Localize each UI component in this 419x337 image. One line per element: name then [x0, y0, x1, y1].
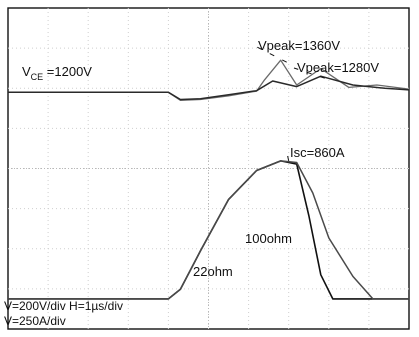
- vce-subscript: CE: [31, 72, 44, 82]
- vce-symbol: V: [22, 64, 31, 79]
- scale-readout-line-1: V=200V/div H=1µs/div: [4, 299, 123, 313]
- isc-label: Isc=860A: [290, 145, 345, 160]
- label-100ohm: 100ohm: [245, 231, 292, 246]
- graticule-grid: [7, 7, 410, 330]
- vpeak-1280-leader: [293, 67, 325, 79]
- vpeak-1280-label: Vpeak=1280V: [297, 60, 379, 75]
- scale-readout-line-2: V=250A/div: [4, 314, 66, 328]
- isc-leader: [286, 152, 290, 161]
- label-22ohm: 22ohm: [193, 264, 233, 279]
- vce-value: =1200V: [43, 64, 92, 79]
- trace-labels: VCE =1200V Vpeak=1360V Vpeak=1280V Isc=8…: [4, 38, 379, 328]
- vce-label: VCE =1200V: [22, 64, 92, 82]
- current-trace-100ohm: [8, 160, 409, 300]
- voltage-trace-1: [8, 59, 410, 101]
- vpeak-1360-leader: [254, 45, 287, 63]
- vpeak-1360-label: Vpeak=1360V: [258, 38, 340, 53]
- waveform-traces: [8, 45, 410, 300]
- voltage-trace-2: [8, 75, 410, 101]
